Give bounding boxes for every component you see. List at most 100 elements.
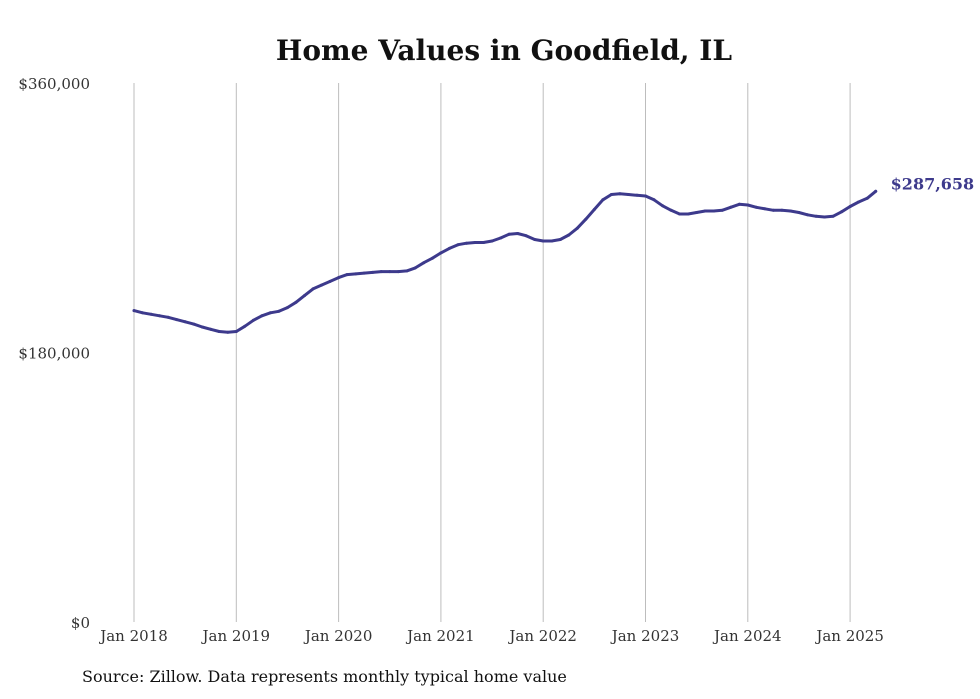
data-point: [243, 324, 247, 328]
x-tick-label: Jan 2020: [303, 627, 373, 645]
data-point: [788, 209, 792, 213]
data-point: [132, 309, 136, 313]
data-point: [874, 189, 878, 193]
data-point: [729, 205, 733, 209]
data-point: [558, 238, 562, 241]
data-point: [550, 239, 554, 243]
data-point: [388, 270, 392, 274]
data-point: [234, 330, 238, 333]
data-point: [251, 318, 255, 322]
data-point: [447, 246, 451, 250]
data-point: [592, 208, 596, 211]
data-point: [260, 314, 264, 318]
data-point: [797, 211, 801, 214]
x-tick-label: Jan 2023: [610, 627, 680, 645]
y-tick-label: $180,000: [18, 345, 90, 363]
data-point: [626, 193, 630, 196]
home-value-line: [132, 189, 878, 334]
data-point: [567, 233, 571, 237]
data-point: [328, 279, 332, 283]
data-point: [575, 226, 579, 230]
data-point: [601, 198, 605, 202]
chart-title: Home Values in Goodfield, IL: [276, 34, 733, 67]
x-tick-label: Jan 2019: [201, 627, 271, 645]
data-point: [669, 208, 673, 212]
y-axis: $0 $180,000 $360,000: [18, 75, 90, 632]
data-point: [703, 209, 707, 213]
data-point: [507, 232, 511, 236]
data-point: [865, 196, 869, 200]
data-point: [490, 239, 494, 243]
data-point: [209, 327, 213, 331]
x-axis: Jan 2018 Jan 2019 Jan 2020 Jan 2021 Jan 2022…: [98, 627, 884, 645]
data-point: [823, 215, 826, 219]
data-point: [524, 234, 528, 238]
data-point: [482, 241, 485, 244]
data-point: [303, 294, 306, 298]
data-point: [337, 276, 341, 280]
vertical-gridlines: [133, 83, 851, 622]
data-point: [840, 210, 844, 214]
data-point: [311, 287, 315, 291]
data-point: [695, 211, 699, 214]
data-point: [200, 325, 204, 329]
data-point: [465, 241, 468, 245]
data-point: [192, 322, 196, 326]
data-point: [712, 209, 716, 213]
data-point: [644, 194, 647, 198]
y-tick-label: $0: [71, 614, 90, 632]
x-tick-label: Jan 2021: [405, 627, 475, 645]
data-point: [746, 203, 750, 207]
data-point: [678, 212, 682, 216]
data-point: [652, 198, 656, 202]
data-point: [175, 318, 179, 322]
data-point: [831, 214, 835, 218]
data-point: [456, 243, 460, 247]
data-point: [780, 208, 784, 212]
data-point: [814, 214, 818, 218]
data-point: [217, 330, 221, 333]
data-point: [439, 251, 443, 255]
data-point: [584, 217, 588, 221]
data-point: [422, 261, 426, 265]
data-point: [183, 320, 187, 324]
data-point: [268, 311, 272, 315]
data-point: [345, 273, 349, 277]
data-points: [132, 189, 878, 334]
data-point: [686, 212, 690, 216]
data-point: [533, 238, 537, 241]
data-point: [499, 236, 503, 240]
data-point: [285, 306, 289, 310]
data-point: [371, 270, 375, 274]
data-point: [396, 270, 400, 274]
source-note: Source: Zillow. Data represents monthly …: [82, 667, 567, 686]
x-tick-label: Jan 2024: [712, 627, 782, 645]
data-point: [857, 200, 861, 204]
end-value-label: $287,658: [891, 174, 975, 193]
data-point: [226, 330, 230, 334]
data-point: [737, 202, 741, 206]
data-point: [294, 300, 298, 304]
data-point: [754, 205, 758, 209]
x-tick-label: Jan 2022: [507, 627, 577, 645]
data-point: [405, 269, 409, 273]
data-point: [618, 192, 622, 196]
data-point: [720, 208, 724, 212]
data-point: [277, 309, 281, 313]
data-point: [635, 193, 639, 197]
data-point: [158, 314, 162, 318]
data-point: [848, 205, 852, 208]
data-point: [806, 213, 809, 217]
data-point: [379, 270, 383, 274]
data-point: [413, 266, 417, 270]
data-point: [541, 239, 545, 243]
data-point: [763, 207, 767, 211]
data-point: [516, 232, 520, 235]
data-point: [354, 272, 358, 276]
data-point: [609, 193, 613, 196]
data-point: [661, 204, 665, 208]
data-point: [166, 315, 170, 319]
x-tick-label: Jan 2025: [814, 627, 884, 645]
data-point: [362, 271, 366, 275]
